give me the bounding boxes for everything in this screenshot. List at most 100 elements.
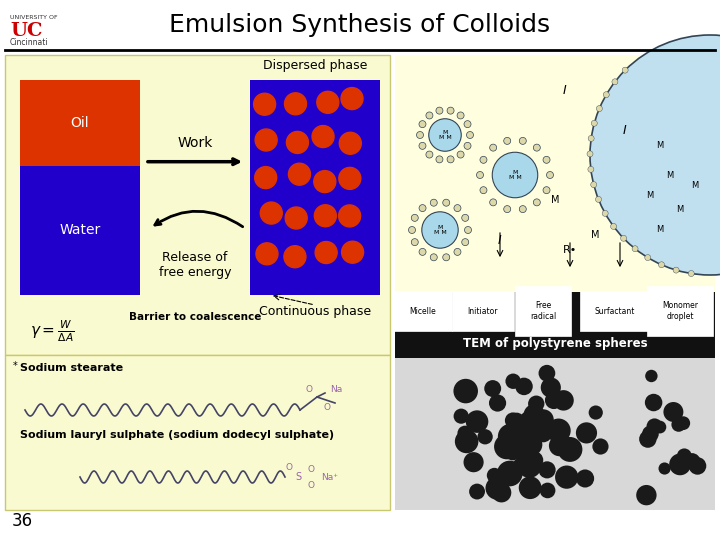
Text: *: *: [13, 361, 18, 371]
Circle shape: [339, 132, 361, 154]
Circle shape: [518, 454, 541, 478]
Circle shape: [289, 163, 310, 185]
Circle shape: [464, 226, 472, 233]
Circle shape: [408, 226, 415, 233]
Text: Monomer
droplet: Monomer droplet: [662, 301, 698, 321]
Circle shape: [545, 392, 562, 409]
Circle shape: [436, 156, 443, 163]
Text: M: M: [657, 226, 664, 234]
Text: Initiator: Initiator: [468, 307, 498, 315]
Circle shape: [521, 461, 535, 476]
Circle shape: [539, 461, 556, 478]
Circle shape: [477, 172, 484, 179]
Circle shape: [508, 413, 525, 429]
Text: 36: 36: [12, 512, 33, 530]
Bar: [20, 80, 140, 166]
Circle shape: [466, 410, 488, 433]
Circle shape: [443, 199, 450, 206]
Circle shape: [480, 156, 487, 163]
Circle shape: [612, 79, 618, 85]
Text: Cincinnati: Cincinnati: [10, 38, 49, 47]
Circle shape: [520, 411, 539, 430]
Circle shape: [431, 199, 437, 206]
Circle shape: [505, 374, 521, 389]
Text: O: O: [307, 481, 314, 489]
Bar: [395, 292, 715, 330]
Circle shape: [528, 395, 544, 412]
Circle shape: [507, 428, 528, 450]
Bar: [395, 330, 715, 358]
Text: O: O: [285, 462, 292, 471]
Circle shape: [426, 151, 433, 158]
Text: M
M M: M M M: [508, 170, 521, 180]
Circle shape: [485, 476, 509, 500]
Circle shape: [639, 430, 657, 448]
Circle shape: [490, 199, 497, 206]
Circle shape: [541, 377, 561, 397]
Bar: [5, 355, 390, 510]
Text: Sodium stearate: Sodium stearate: [20, 363, 123, 373]
Circle shape: [546, 418, 571, 443]
Circle shape: [338, 205, 361, 227]
Circle shape: [492, 152, 538, 198]
Circle shape: [520, 434, 542, 456]
Circle shape: [457, 151, 464, 158]
Text: UNIVERSITY OF: UNIVERSITY OF: [10, 15, 58, 20]
Text: R•: R•: [563, 245, 577, 255]
Circle shape: [317, 91, 339, 113]
Circle shape: [632, 246, 638, 252]
Circle shape: [533, 409, 554, 430]
Circle shape: [477, 429, 492, 444]
Circle shape: [557, 437, 582, 462]
Circle shape: [543, 156, 550, 163]
Circle shape: [611, 224, 616, 230]
Text: I: I: [563, 84, 567, 97]
Text: I: I: [498, 233, 502, 246]
Circle shape: [521, 419, 536, 434]
Circle shape: [539, 365, 555, 382]
Bar: [395, 55, 715, 330]
Text: I: I: [623, 124, 627, 137]
Circle shape: [411, 239, 418, 246]
Text: Na⁺: Na⁺: [321, 472, 338, 482]
Circle shape: [519, 137, 526, 144]
Text: Water: Water: [59, 224, 101, 238]
Circle shape: [419, 248, 426, 255]
Bar: [395, 358, 715, 510]
Text: Sodium lauryl sulphate (sodium dodecyl sulphate): Sodium lauryl sulphate (sodium dodecyl s…: [20, 430, 334, 440]
Circle shape: [494, 434, 519, 460]
Circle shape: [591, 120, 598, 126]
Circle shape: [505, 413, 521, 429]
Circle shape: [645, 254, 651, 261]
Circle shape: [255, 167, 276, 188]
Circle shape: [654, 421, 666, 434]
Circle shape: [645, 394, 662, 411]
Circle shape: [339, 167, 361, 190]
Circle shape: [596, 105, 603, 112]
Text: Release of
free energy: Release of free energy: [158, 251, 231, 279]
Circle shape: [516, 377, 533, 395]
Circle shape: [588, 166, 594, 172]
Circle shape: [534, 199, 540, 206]
Circle shape: [447, 107, 454, 114]
Circle shape: [431, 254, 437, 261]
Text: O: O: [305, 386, 312, 395]
Circle shape: [422, 212, 458, 248]
Circle shape: [621, 235, 626, 241]
Circle shape: [519, 476, 541, 499]
Circle shape: [684, 453, 701, 470]
Circle shape: [519, 423, 537, 441]
Circle shape: [589, 406, 603, 420]
Text: Na: Na: [330, 386, 342, 395]
Circle shape: [663, 402, 683, 422]
Circle shape: [285, 207, 307, 229]
Text: Dispersed phase: Dispersed phase: [263, 59, 367, 72]
Circle shape: [464, 452, 484, 472]
Circle shape: [511, 417, 534, 440]
Circle shape: [260, 202, 282, 224]
Circle shape: [428, 119, 462, 151]
Text: Emulsion Synthesis of Colloids: Emulsion Synthesis of Colloids: [169, 13, 551, 37]
Circle shape: [457, 426, 472, 441]
Circle shape: [535, 425, 552, 442]
Text: Micelle: Micelle: [410, 307, 436, 315]
